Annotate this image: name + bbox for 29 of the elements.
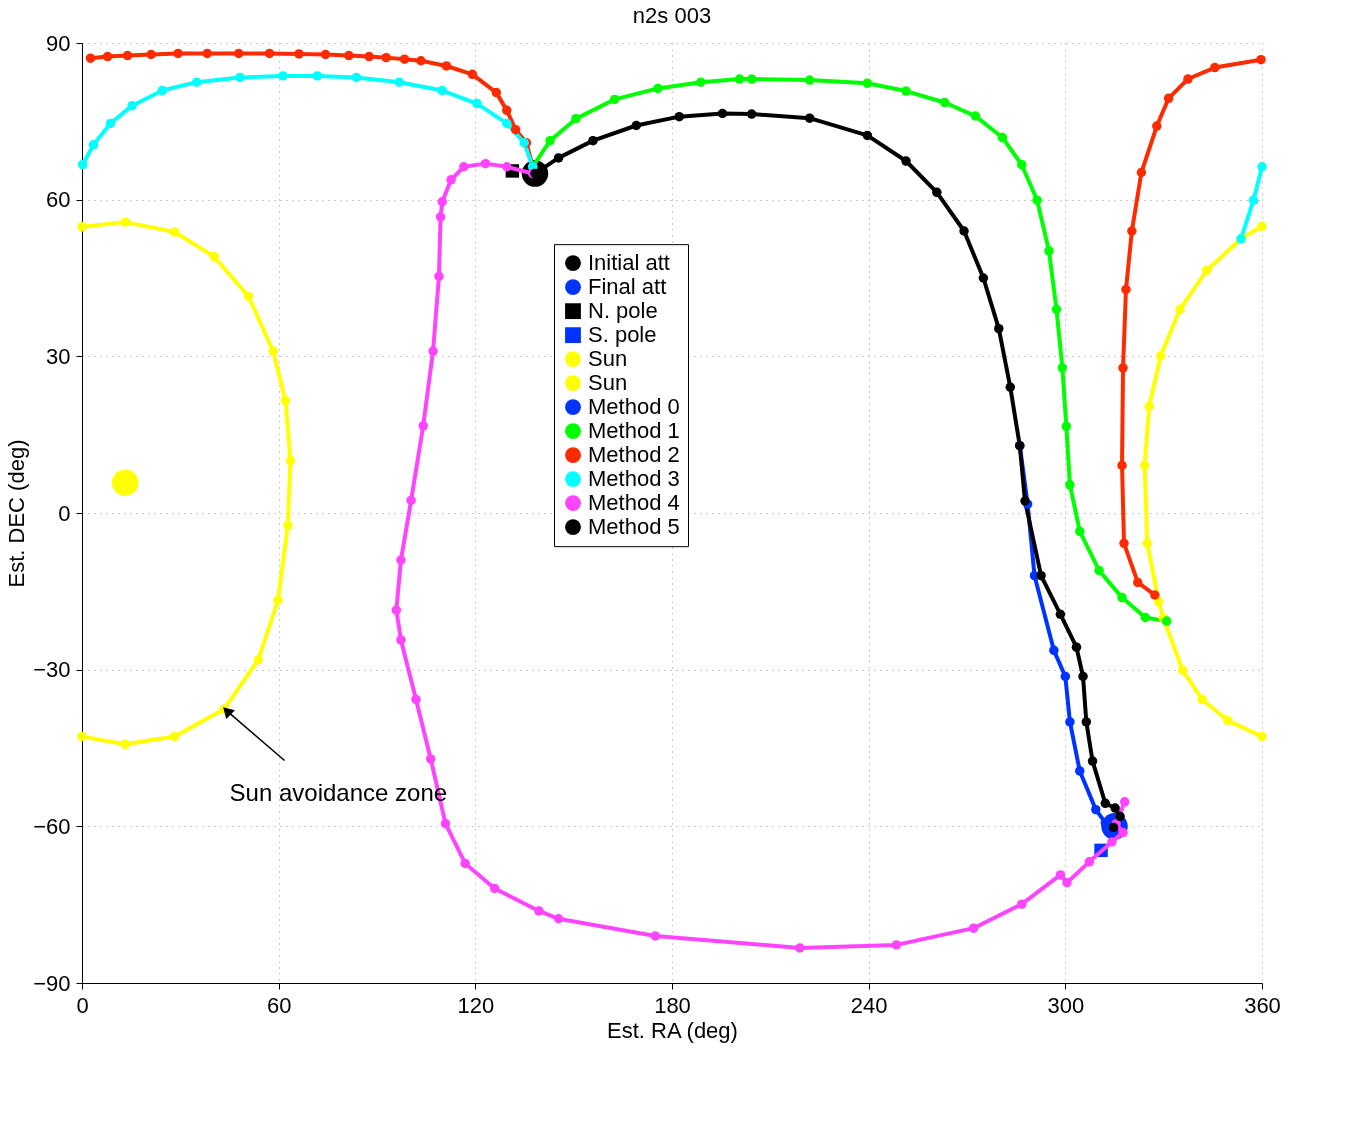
legend-label: Method 2 [588, 442, 680, 468]
x-tick-label: 180 [654, 992, 691, 1018]
legend-label: Method 5 [588, 514, 680, 540]
legend-label: Initial att [588, 250, 670, 276]
legend-label: Method 4 [588, 490, 680, 516]
x-tick-label: 120 [457, 992, 495, 1018]
y-axis-title: Est. DEC (deg) [4, 439, 30, 588]
x-tick-label: 0 [76, 992, 89, 1018]
chart-title: n2s 003 [632, 3, 712, 28]
y-tick-label: −30 [33, 657, 71, 683]
legend-label: Method 3 [588, 466, 680, 492]
legend-label: Sun [588, 370, 628, 396]
y-tick-label: 60 [46, 187, 71, 213]
x-tick-label: 360 [1244, 992, 1281, 1018]
legend-label: Method 1 [588, 418, 680, 444]
y-tick-label: −90 [33, 970, 71, 996]
y-tick-label: 0 [58, 500, 71, 526]
x-tick-label: 60 [266, 992, 292, 1018]
legend-label: Sun [588, 346, 628, 372]
y-tick-label: 90 [46, 30, 71, 56]
legend-label: Method 0 [588, 394, 680, 420]
x-tick-label: 240 [850, 992, 888, 1018]
x-tick-label: 300 [1047, 992, 1085, 1018]
y-tick-label: −60 [33, 813, 71, 839]
legend-label: S. pole [588, 322, 657, 348]
legend-label: N. pole [588, 298, 658, 324]
y-tick-label: 30 [46, 343, 71, 369]
legend-label: Final att [588, 274, 667, 300]
x-axis-title: Est. RA (deg) [607, 1017, 738, 1043]
